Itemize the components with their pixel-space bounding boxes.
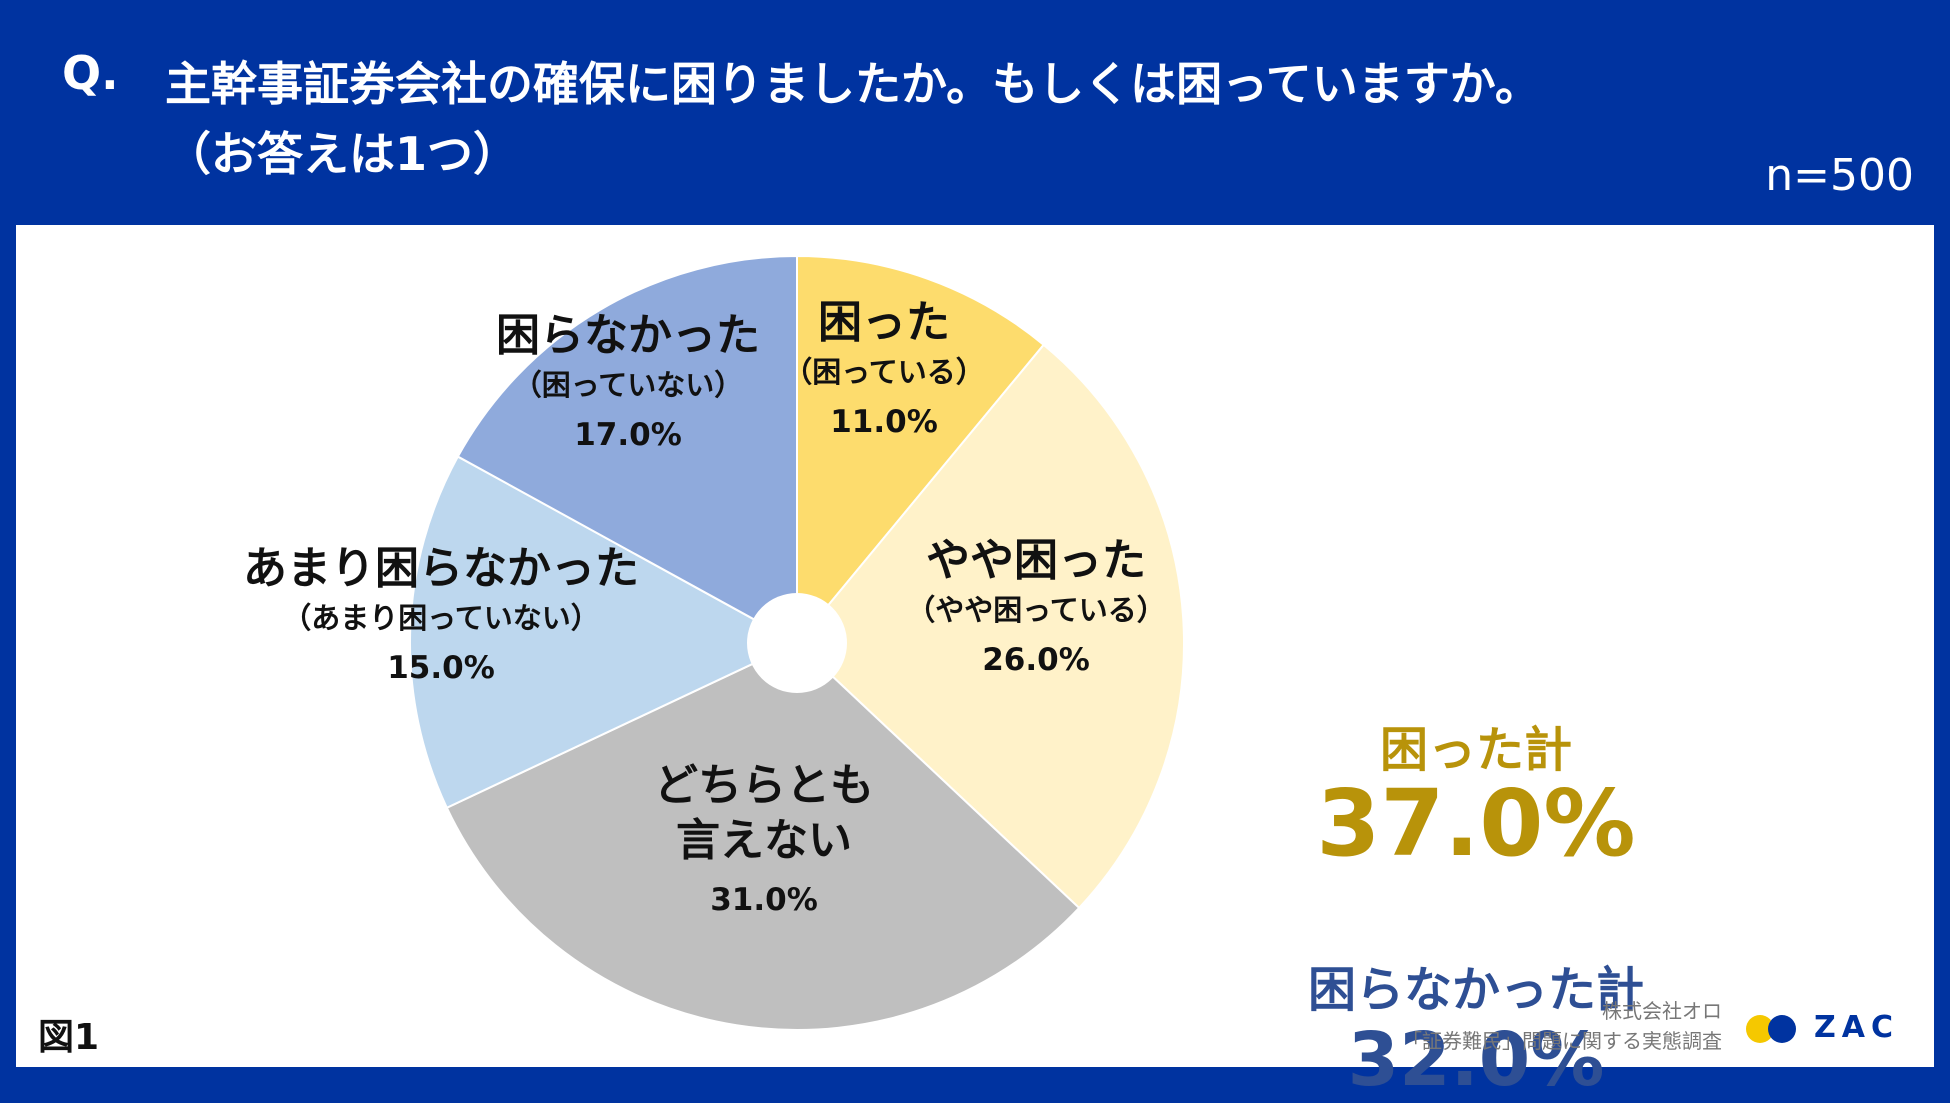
slice-value-3: 31.0%: [710, 882, 818, 918]
figure-label: 図1: [38, 1017, 100, 1058]
slice-sublabel-1: （困っている）: [783, 355, 985, 389]
source-survey: 「証券難民」問題に関する実態調査: [1402, 1029, 1722, 1053]
pie-chart: 困った （困っている） 11.0% やや困った （やや困っている） 26.0% どちらとも言…: [243, 254, 1185, 1031]
troubled-total-label: 困った計: [1379, 722, 1572, 778]
pie-center-hole: [747, 593, 847, 693]
chart-panel: 困った （困っている） 11.0% やや困った （やや困っている） 26.0% どちらとも言…: [16, 225, 1934, 1103]
slice-label-5: 困らなかった: [496, 310, 760, 361]
slice-value-4: 15.0%: [387, 650, 495, 686]
pie-slice-4: [409, 455, 800, 810]
pie-slice-1: [796, 254, 1046, 646]
slice-label-3-line1: どちらとも: [654, 760, 874, 811]
slice-value-5: 17.0%: [574, 417, 682, 453]
slice-value-1: 11.0%: [830, 404, 938, 440]
slice-value-2: 26.0%: [982, 642, 1090, 678]
troubled-total-value: 37.0%: [1316, 770, 1636, 877]
slice-label-1: 困った: [818, 297, 950, 348]
logo-dot-blue: [1768, 1015, 1796, 1043]
header: Q. 主幹事証券会社の確保に困りましたか。もしくは困っていますか。 （お答えは1…: [0, 0, 1950, 225]
slice-label-3-line2: 言えない: [676, 815, 852, 866]
question-text: 主幹事証券会社の確保に困りましたか。もしくは困っていますか。: [165, 57, 1541, 111]
pie-slice-5: [456, 254, 798, 645]
source-company: 株式会社オロ: [1602, 999, 1722, 1023]
pie-slice-3: [445, 641, 1081, 1031]
slice-label-4: あまり困らなかった: [243, 543, 639, 594]
slice-sublabel-2: （やや困っている）: [906, 593, 1166, 627]
not-troubled-total-label: 困らなかった計: [1307, 962, 1644, 1018]
pie-slice-2: [795, 343, 1185, 910]
question-mark: Q.: [62, 46, 119, 100]
zac-logo: ZAC: [1746, 1010, 1936, 1048]
logo-text: ZAC: [1814, 1010, 1899, 1045]
slice-sublabel-5: （困っていない）: [513, 368, 744, 402]
sample-size: n=500: [1765, 150, 1914, 201]
slice-label-2: やや困った: [926, 535, 1146, 586]
question-note: （お答えは1つ）: [165, 127, 520, 181]
slice-sublabel-4: （あまり困っていない）: [282, 601, 600, 635]
